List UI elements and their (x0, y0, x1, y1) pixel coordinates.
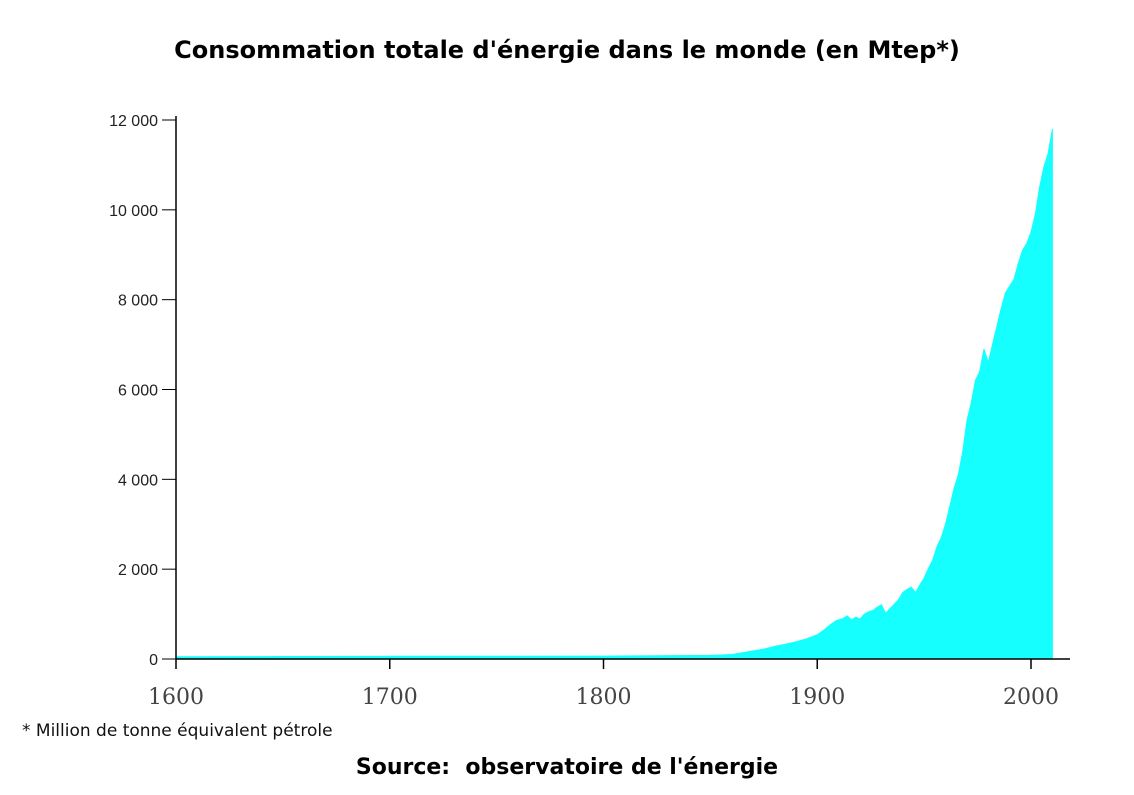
y-tick-label: 6 000 (118, 383, 158, 400)
source-credit: Source: observatoire de l'énergie (355, 755, 779, 780)
energy-area (175, 128, 1053, 660)
chart-title: Consommation totale d'énergie dans le mo… (174, 36, 960, 64)
y-tick-label: 8 000 (118, 293, 158, 310)
y-tick-label: 12 000 (109, 113, 158, 130)
x-tick-label: 2000 (1003, 685, 1059, 710)
area-layer (175, 128, 1053, 660)
y-tick-label: 2 000 (118, 562, 158, 579)
y-tick-label: 4 000 (118, 472, 158, 489)
y-tick-label: 0 (149, 652, 158, 669)
x-tick-label: 1900 (789, 685, 845, 710)
x-tick-label: 1600 (148, 685, 204, 710)
axes-layer: 0 2 000 4 000 6 000 8 000 10 000 12 000 1600 170… (109, 113, 1070, 710)
x-tick-label: 1700 (362, 685, 418, 710)
x-tick-label: 1800 (576, 685, 632, 710)
y-tick-label: 10 000 (109, 203, 158, 220)
footnote: * Million de tonne équivalent pétrole (22, 721, 333, 741)
